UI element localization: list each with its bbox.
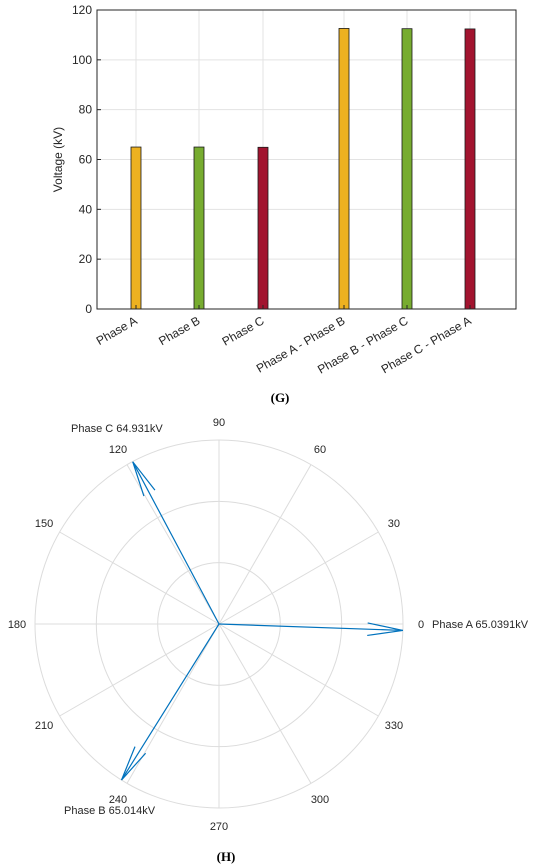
angle-tick-label: 270: [210, 821, 228, 833]
y-tick-label: 120: [72, 3, 92, 17]
polar-grid-spoke: [218, 623, 312, 784]
vector-label: Phase C 64.931kV: [71, 423, 163, 435]
vector-arrowhead: [367, 629, 403, 637]
angle-tick-label: 180: [8, 619, 26, 631]
bar: [193, 146, 205, 310]
polar-grid-spoke: [59, 531, 220, 625]
bar: [338, 28, 350, 310]
caption-g: (G): [270, 390, 290, 405]
polar-grid-spoke: [59, 623, 220, 717]
polar-chart: 0 30 60 90 120 150 180 210 240 270 300 330 Phase A 6…: [8, 417, 529, 833]
x-tick-label: Phase C: [220, 313, 267, 348]
bar: [401, 28, 413, 310]
vector-arrowhead: [132, 461, 156, 491]
bar: [130, 146, 142, 310]
angle-tick-label: 30: [388, 518, 400, 530]
vector-line: [218, 623, 403, 632]
vector-arrowhead: [132, 461, 145, 497]
vector-label: Phase A 65.0391kV: [432, 619, 529, 631]
x-tick-label: Phase A: [94, 313, 140, 347]
angle-tick-label: 300: [311, 794, 329, 806]
angle-tick-label: 240: [109, 794, 127, 806]
vector-arrowhead: [120, 746, 136, 781]
vector-arrowhead: [121, 752, 147, 781]
y-tick-label: 0: [85, 302, 92, 316]
vector-label: Phase B 65.014kV: [64, 805, 156, 817]
polar-grid-spoke: [218, 464, 312, 625]
y-tick-label: 100: [72, 53, 92, 67]
y-tick-label: 80: [79, 103, 93, 117]
y-tick-label: 20: [79, 252, 93, 266]
y-tick-label: 60: [79, 153, 93, 167]
angle-tick-label: 150: [35, 518, 53, 530]
polar-grid-spoke: [126, 464, 220, 625]
vector-arrowhead: [367, 622, 404, 632]
vector-line: [132, 461, 220, 625]
bar: [257, 146, 269, 310]
caption-h: (H): [216, 849, 236, 864]
polar-grid-spoke: [218, 531, 379, 625]
polar-grid-spoke: [218, 623, 379, 717]
angle-tick-label: 120: [109, 444, 127, 456]
angle-tick-label: 330: [385, 720, 403, 732]
angle-tick-label: 90: [213, 417, 225, 429]
y-axis-label: Voltage (kV): [51, 127, 65, 192]
x-tick-label: Phase B: [156, 313, 202, 348]
angle-tick-label: 210: [35, 720, 53, 732]
y-tick-label: 40: [79, 202, 93, 216]
vector-line: [121, 623, 220, 781]
angle-tick-label: 0: [418, 619, 424, 631]
angle-tick-label: 60: [314, 444, 326, 456]
bar: [464, 28, 476, 310]
